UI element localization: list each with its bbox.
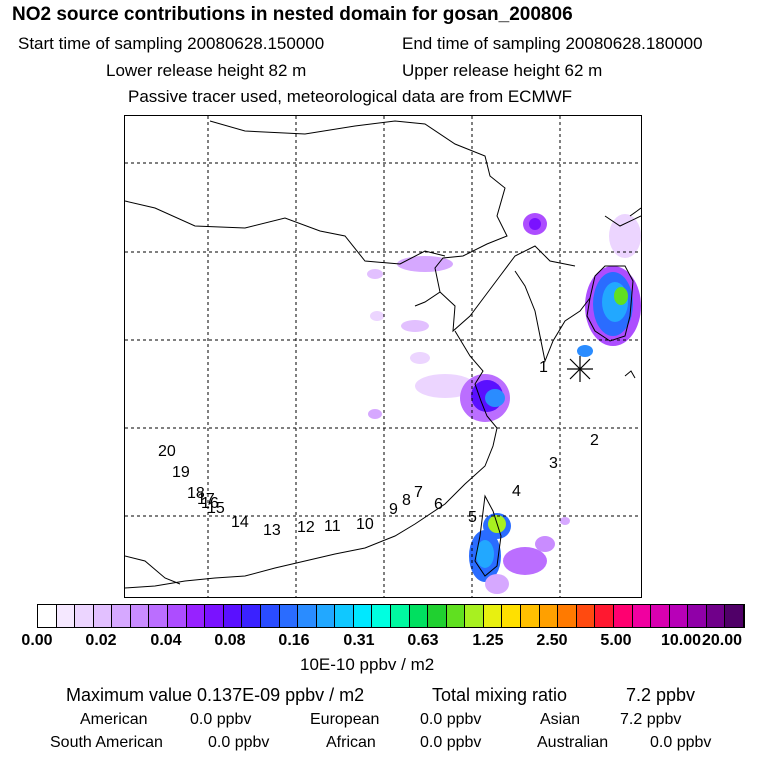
total-mixing-label: Total mixing ratio	[432, 685, 568, 705]
site-label-9: 9	[389, 501, 398, 518]
colorbar-swatch-31	[613, 605, 633, 627]
colorbar-tick-3: 0.08	[214, 632, 246, 649]
site-label-16: 16	[201, 495, 219, 512]
colorbar-swatch-0	[38, 605, 57, 627]
colorbar-tick-8: 2.50	[536, 632, 568, 649]
colorbar-swatch-20	[409, 605, 429, 627]
site-label-19: 19	[172, 464, 190, 481]
site-label-6: 6	[434, 496, 443, 513]
colorbar	[37, 604, 745, 628]
site-label-1: 1	[539, 359, 548, 376]
colorbar-swatch-25	[502, 605, 522, 627]
asian-value: 7.2 ppbv	[620, 711, 682, 728]
colorbar-swatch-1	[56, 605, 76, 627]
colorbar-swatch-15	[316, 605, 336, 627]
colorbar-swatch-14	[298, 605, 317, 627]
site-label-13: 13	[263, 522, 281, 539]
european-label: European	[310, 711, 380, 728]
colorbar-swatch-5	[130, 605, 150, 627]
colorbar-swatch-3	[93, 605, 113, 627]
site-label-15: 15	[207, 500, 225, 517]
lower-release-label: Lower release height 82 m	[106, 61, 307, 80]
european-value: 0.0 ppbv	[420, 711, 482, 728]
plot-title: NO2 source contributions in nested domai…	[12, 4, 573, 25]
colorbar-swatch-23	[465, 605, 484, 627]
colorbar-tick-11: 20.00	[701, 632, 743, 649]
colorbar-swatch-8	[186, 605, 206, 627]
total-mixing-value: 7.2 ppbv	[626, 685, 696, 705]
max-value-label: Maximum value 0.137E-09 ppbv / m2	[66, 685, 365, 705]
site-label-17: 17	[197, 491, 215, 508]
colorbar-swatch-9	[205, 605, 224, 627]
colorbar-tick-4: 0.16	[278, 632, 310, 649]
site-label-4: 4	[512, 483, 521, 500]
colorbar-swatch-37	[725, 605, 744, 627]
colorbar-swatch-32	[632, 605, 652, 627]
colorbar-swatch-28	[558, 605, 577, 627]
colorbar-swatch-19	[390, 605, 410, 627]
coastlines	[125, 120, 641, 589]
colorbar-swatch-36	[706, 605, 726, 627]
colorbar-tick-0: 0.00	[21, 632, 53, 649]
colorbar-swatch-22	[446, 605, 466, 627]
colorbar-swatch-11	[242, 605, 261, 627]
colorbar-tick-1: 0.02	[85, 632, 117, 649]
colorbar-tick-5: 0.31	[343, 632, 375, 649]
australian-label: Australian	[537, 734, 609, 751]
australian-value: 0.0 ppbv	[650, 734, 712, 751]
site-label-3: 3	[549, 455, 558, 472]
start-time-label: Start time of sampling 20080628.150000	[18, 34, 325, 53]
colorbar-swatch-7	[168, 605, 187, 627]
colorbar-unit: 10E-10 ppbv / m2	[300, 655, 435, 674]
colorbar-tick-7: 1.25	[472, 632, 504, 649]
colorbar-swatch-6	[149, 605, 169, 627]
colorbar-swatch-34	[669, 605, 689, 627]
site-label-11: 11	[324, 518, 341, 535]
colorbar-tick-2: 0.04	[150, 632, 182, 649]
african-value: 0.0 ppbv	[420, 734, 482, 751]
colorbar-swatch-16	[335, 605, 354, 627]
colorbar-swatch-35	[688, 605, 707, 627]
colorbar-swatch-17	[353, 605, 373, 627]
colorbar-swatch-12	[260, 605, 280, 627]
tracer-note: Passive tracer used, meteorological data…	[128, 87, 573, 106]
south-american-value: 0.0 ppbv	[208, 734, 270, 751]
colorbar-swatch-18	[372, 605, 391, 627]
colorbar-swatch-30	[595, 605, 614, 627]
end-time-label: End time of sampling 20080628.180000	[402, 34, 703, 53]
colorbar-tick-6: 0.63	[407, 632, 439, 649]
colorbar-tick-10: 10.00	[660, 632, 702, 649]
site-label-10: 10	[356, 516, 374, 533]
site-label-8: 8	[402, 492, 411, 509]
site-label-5: 5	[468, 509, 477, 526]
upper-release-label: Upper release height 62 m	[402, 61, 603, 80]
colorbar-tick-9: 5.00	[600, 632, 632, 649]
asian-label: Asian	[540, 711, 581, 728]
colorbar-swatch-10	[223, 605, 243, 627]
colorbar-swatch-26	[521, 605, 540, 627]
receptor-star-icon	[567, 356, 593, 382]
site-label-18: 18	[187, 485, 205, 502]
american-label: American	[80, 711, 148, 728]
american-value: 0.0 ppbv	[190, 711, 252, 728]
site-label-20: 20	[158, 443, 176, 460]
colorbar-swatch-2	[75, 605, 94, 627]
site-label-2: 2	[590, 432, 599, 449]
site-label-14: 14	[231, 514, 249, 531]
colorbar-swatch-21	[428, 605, 447, 627]
south-american-label: South American	[50, 734, 163, 751]
colorbar-swatch-29	[576, 605, 596, 627]
colorbar-swatch-33	[651, 605, 670, 627]
colorbar-swatch-4	[112, 605, 131, 627]
site-label-12: 12	[297, 519, 315, 536]
map-svg: 1 2 3 4 5 6 7 8 9 10 11 12 13 14 15 16 1…	[125, 116, 641, 597]
site-label-7: 7	[414, 484, 423, 501]
colorbar-swatch-27	[539, 605, 559, 627]
map-panel: 1 2 3 4 5 6 7 8 9 10 11 12 13 14 15 16 1…	[124, 115, 642, 598]
lat-lon-grid	[125, 116, 641, 597]
african-label: African	[326, 734, 376, 751]
colorbar-swatch-13	[279, 605, 299, 627]
colorbar-swatch-24	[483, 605, 503, 627]
